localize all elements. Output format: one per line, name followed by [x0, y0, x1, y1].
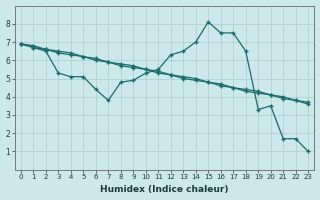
X-axis label: Humidex (Indice chaleur): Humidex (Indice chaleur): [100, 185, 229, 194]
